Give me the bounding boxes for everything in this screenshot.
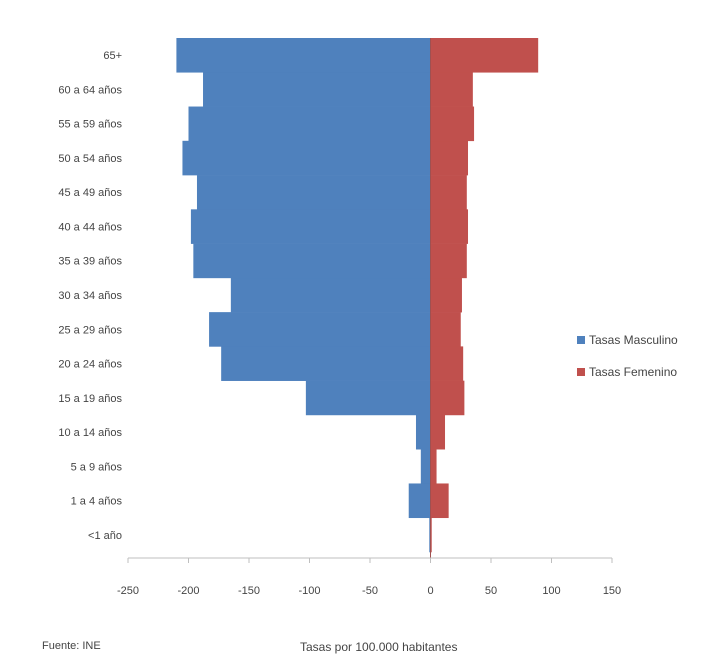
category-label-1: 1 a 4 años bbox=[71, 496, 123, 508]
bar-femenino-2 bbox=[430, 449, 437, 484]
x-tick-label-3: -100 bbox=[298, 585, 320, 597]
bar-masculino-1 bbox=[408, 483, 431, 519]
x-axis-title: Tasas por 100.000 habitantes bbox=[300, 640, 458, 654]
bar-femenino-14 bbox=[430, 38, 539, 73]
category-label-14: 65+ bbox=[103, 50, 122, 62]
legend-item-masculino: Tasas Masculino bbox=[577, 330, 678, 350]
category-label-9: 40 a 44 años bbox=[58, 221, 122, 233]
category-label-7: 30 a 34 años bbox=[58, 290, 122, 302]
legend-swatch-femenino bbox=[577, 368, 585, 376]
bar-masculino-8 bbox=[193, 243, 431, 279]
bar-masculino-10 bbox=[196, 175, 431, 210]
category-labels: <1 año 1 a 4 años 5 a 9 años 10 a 14 años 15… bbox=[58, 50, 122, 542]
category-label-6: 25 a 29 años bbox=[58, 324, 122, 336]
bar-masculino-13 bbox=[203, 72, 431, 107]
category-label-10: 45 a 49 años bbox=[58, 187, 122, 199]
category-label-3: 10 a 14 años bbox=[58, 427, 122, 439]
x-tick-label-1: -200 bbox=[177, 585, 199, 597]
bar-femenino-4 bbox=[430, 380, 465, 416]
bars bbox=[176, 38, 539, 553]
bar-femenino-10 bbox=[430, 175, 467, 210]
category-label-2: 5 a 9 años bbox=[71, 461, 123, 473]
category-label-12: 55 a 59 años bbox=[58, 119, 122, 131]
category-label-8: 35 a 39 años bbox=[58, 256, 122, 268]
bar-femenino-6 bbox=[430, 312, 461, 347]
legend: Tasas Masculino Tasas Femenino bbox=[577, 330, 678, 394]
bar-femenino-8 bbox=[430, 243, 467, 279]
bar-masculino-3 bbox=[415, 414, 431, 450]
bar-masculino-7 bbox=[230, 277, 431, 313]
x-tick-label-8: 150 bbox=[603, 585, 621, 597]
x-tick-label-6: 50 bbox=[485, 585, 497, 597]
legend-label-masculino: Tasas Masculino bbox=[589, 333, 678, 347]
category-label-5: 20 a 24 años bbox=[58, 359, 122, 371]
x-axis-ticks: -250 -200 -150 -100 -50 0 50 100 150 bbox=[117, 558, 621, 597]
bar-masculino-0 bbox=[429, 517, 431, 553]
legend-label-femenino: Tasas Femenino bbox=[589, 365, 678, 379]
bar-femenino-11 bbox=[430, 140, 469, 176]
bar-femenino-12 bbox=[430, 106, 475, 142]
source-note: Fuente: INE bbox=[42, 640, 101, 652]
bar-femenino-3 bbox=[430, 414, 446, 450]
bar-masculino-11 bbox=[182, 140, 431, 176]
bar-masculino-5 bbox=[221, 346, 431, 381]
bar-masculino-6 bbox=[209, 312, 431, 347]
bar-femenino-0 bbox=[430, 517, 432, 553]
bar-masculino-2 bbox=[420, 449, 431, 484]
category-label-4: 15 a 19 años bbox=[58, 393, 122, 405]
bar-femenino-13 bbox=[430, 72, 473, 107]
x-tick-label-7: 100 bbox=[542, 585, 560, 597]
bar-masculino-9 bbox=[190, 209, 431, 244]
x-tick-label-0: -250 bbox=[117, 585, 139, 597]
category-label-11: 50 a 54 años bbox=[58, 153, 122, 165]
bar-femenino-1 bbox=[430, 483, 449, 519]
bar-masculino-12 bbox=[188, 106, 431, 142]
category-label-0: <1 año bbox=[88, 530, 122, 542]
x-tick-label-4: -50 bbox=[362, 585, 378, 597]
bar-femenino-5 bbox=[430, 346, 464, 381]
legend-swatch-masculino bbox=[577, 336, 585, 344]
bar-masculino-4 bbox=[305, 380, 431, 416]
bar-femenino-9 bbox=[430, 209, 469, 244]
category-label-13: 60 a 64 años bbox=[58, 84, 122, 96]
bar-masculino-14 bbox=[176, 38, 431, 73]
x-tick-label-2: -150 bbox=[238, 585, 260, 597]
legend-item-femenino: Tasas Femenino bbox=[577, 362, 678, 382]
bar-femenino-7 bbox=[430, 277, 462, 313]
x-tick-label-5: 0 bbox=[427, 585, 433, 597]
